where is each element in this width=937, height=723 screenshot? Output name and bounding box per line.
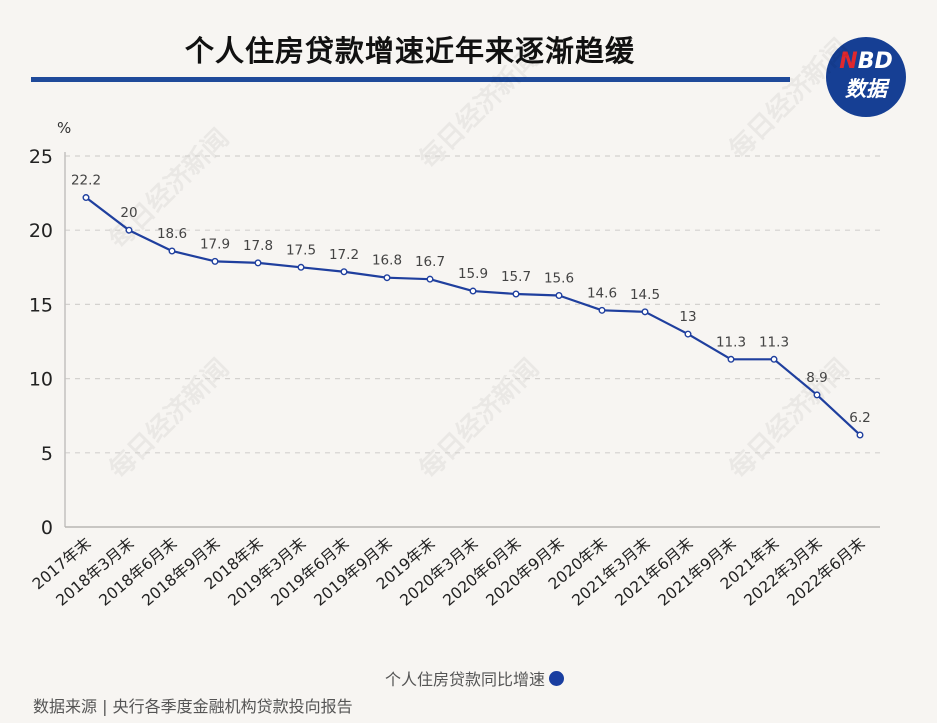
logo-text-nbd: NBD [839,49,893,74]
data-point[interactable] [727,355,735,363]
data-label: 17.9 [200,236,230,252]
data-point[interactable] [125,226,133,234]
data-point[interactable] [770,355,778,363]
data-point[interactable] [598,306,606,314]
data-label: 14.5 [630,287,660,303]
watermark-text: 每日经济新闻 [103,353,235,485]
legend-marker-icon [549,670,565,686]
data-label: 13 [679,309,696,325]
data-label: 17.8 [243,238,273,254]
data-point[interactable] [383,274,391,282]
legend-label: 个人住房贷款同比增速 [385,670,546,689]
data-label: 15.7 [501,269,531,285]
y-tick-label: 20 [29,220,53,242]
legend: 个人住房贷款同比增速 [385,666,565,690]
data-label: 14.6 [587,285,617,301]
data-point[interactable] [426,275,434,283]
y-tick-label: 5 [41,443,53,465]
data-label: 17.5 [286,242,316,258]
data-point[interactable] [512,290,520,298]
nbd-logo: NBD 数据 [826,37,906,117]
data-label: 20 [120,205,137,221]
chart-title: 个人住房贷款增速近年来逐渐趋缓 [184,34,635,68]
data-label: 18.6 [157,226,187,242]
data-point[interactable] [168,247,176,255]
data-label: 11.3 [716,334,746,350]
data-point[interactable] [641,308,649,316]
watermark-text: 每日经济新闻 [413,353,545,485]
data-label: 16.7 [415,254,445,270]
data-label: 15.6 [544,270,574,286]
data-point[interactable] [555,291,563,299]
data-label: 22.2 [71,173,101,189]
data-label: 6.2 [849,410,870,426]
watermark-text: 每日经济新闻 [723,33,855,165]
data-point[interactable] [856,431,864,439]
data-label: 16.8 [372,253,402,269]
y-tick-label: 15 [29,294,53,316]
data-point[interactable] [813,391,821,399]
y-axis-unit: % [57,119,71,137]
data-point[interactable] [684,330,692,338]
data-point[interactable] [340,268,348,276]
title-underline [31,77,790,82]
data-label: 8.9 [806,370,827,386]
data-label: 15.9 [458,266,488,282]
logo-text-data: 数据 [845,77,887,101]
watermark-text: 每日经济新闻 [413,43,545,175]
data-source: 数据来源 | 央行各季度金融机构贷款投向报告 [33,697,353,716]
data-point[interactable] [469,287,477,295]
data-point[interactable] [254,259,262,267]
y-tick-label: 10 [29,369,53,391]
data-label: 17.2 [329,247,359,263]
y-tick-label: 0 [41,517,53,539]
data-point[interactable] [82,194,90,202]
data-label: 11.3 [759,334,789,350]
data-point[interactable] [297,263,305,271]
y-tick-label: 25 [29,146,53,168]
data-point[interactable] [211,257,219,265]
